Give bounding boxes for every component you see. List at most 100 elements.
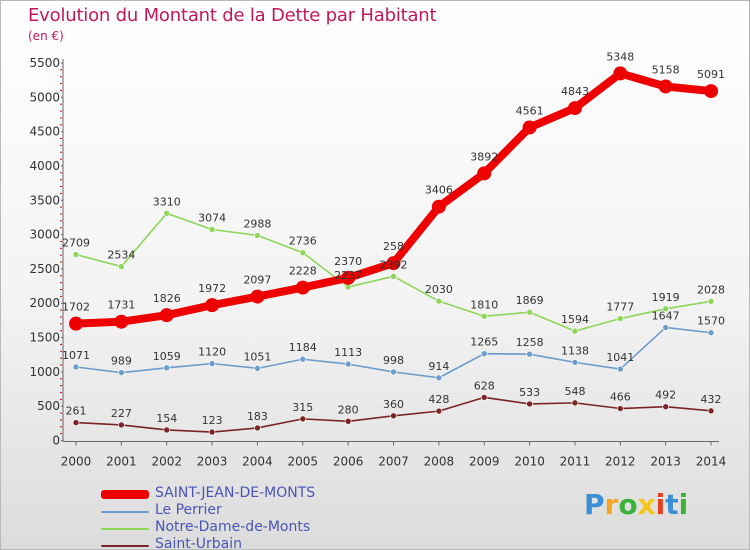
- data-point: [254, 365, 261, 372]
- data-point: [567, 101, 582, 116]
- data-label: 1972: [198, 282, 226, 295]
- y-tick-label: 3500: [29, 193, 60, 207]
- data-label: 998: [383, 354, 404, 367]
- data-label: 1919: [652, 291, 680, 304]
- data-label: 3074: [198, 212, 226, 225]
- data-label: 1059: [153, 350, 181, 363]
- logo-letter: i: [678, 488, 689, 521]
- data-point: [344, 360, 352, 368]
- data-point: [208, 428, 216, 436]
- x-tick-label: 2004: [242, 455, 273, 469]
- data-point: [435, 374, 443, 382]
- x-tick-label: 2010: [514, 455, 545, 469]
- x-tick-label: 2013: [650, 455, 681, 469]
- data-label: 154: [156, 412, 177, 425]
- data-point: [613, 66, 628, 81]
- x-tick-label: 2011: [560, 455, 591, 469]
- data-label: 315: [292, 401, 313, 414]
- data-point: [205, 298, 220, 313]
- data-label: 4561: [516, 104, 544, 117]
- data-label: 1265: [470, 336, 498, 349]
- x-tick-label: 2001: [106, 455, 137, 469]
- data-label: 258: [383, 240, 404, 253]
- data-label: 183: [247, 410, 268, 423]
- legend-swatch: [101, 528, 149, 530]
- data-label: 1777: [606, 301, 634, 314]
- data-label: 1869: [516, 294, 544, 307]
- data-point: [522, 120, 537, 135]
- legend-swatch: [101, 490, 149, 499]
- x-tick-label: 2005: [288, 455, 319, 469]
- data-label: 4843: [561, 85, 589, 98]
- data-point: [480, 312, 488, 320]
- data-label: 989: [111, 355, 132, 368]
- data-point: [114, 314, 129, 329]
- data-point: [386, 256, 401, 271]
- y-tick-label: 2000: [29, 296, 60, 310]
- data-point: [118, 263, 125, 270]
- data-label: 1184: [289, 341, 317, 354]
- data-point: [254, 232, 261, 239]
- legend-label: Saint-Urbain: [155, 536, 243, 550]
- logo-letter: x: [637, 488, 656, 521]
- data-point: [295, 280, 310, 295]
- data-label: 2709: [62, 237, 90, 250]
- data-label: 1113: [334, 346, 362, 359]
- data-point: [704, 84, 719, 99]
- data-label: 3310: [153, 195, 181, 208]
- data-point: [72, 419, 80, 426]
- x-tick-label: 2012: [605, 455, 636, 469]
- legend-label: Notre-Dame-de-Monts: [155, 519, 311, 535]
- data-point: [299, 355, 307, 363]
- data-point: [526, 308, 533, 316]
- data-point: [617, 365, 624, 373]
- data-label: 1826: [153, 292, 181, 305]
- x-tick-label: 2007: [378, 455, 409, 469]
- data-point: [571, 359, 579, 366]
- y-tick-label: 1500: [29, 331, 60, 345]
- data-label: 1810: [470, 298, 498, 311]
- data-point: [662, 324, 669, 331]
- data-label: 2370: [334, 255, 362, 268]
- data-label: 1051: [243, 350, 271, 363]
- legend-label: Le Perrier: [155, 502, 222, 518]
- data-label: 5091: [697, 68, 725, 81]
- data-label: 533: [519, 386, 540, 399]
- data-point: [477, 166, 492, 181]
- data-label: 123: [202, 414, 223, 427]
- y-tick-label: 3000: [29, 228, 60, 242]
- data-label: 1594: [561, 313, 589, 326]
- data-point: [431, 199, 446, 214]
- data-point: [254, 424, 261, 432]
- y-tick-label: 2500: [29, 262, 60, 276]
- data-point: [617, 405, 624, 412]
- data-point: [299, 249, 307, 257]
- y-tick-label: 500: [37, 399, 60, 413]
- x-tick-label: 2000: [61, 455, 92, 469]
- data-point: [658, 79, 673, 94]
- data-point: [250, 289, 265, 304]
- data-label: 5158: [652, 63, 680, 76]
- data-point: [159, 308, 174, 323]
- y-tick-label: 5500: [29, 56, 60, 70]
- data-label: 428: [428, 393, 449, 406]
- data-point: [208, 226, 216, 233]
- data-point: [72, 251, 80, 258]
- data-label: 548: [564, 385, 585, 398]
- data-point: [571, 327, 579, 335]
- data-label: 2534: [107, 249, 135, 262]
- data-point: [707, 329, 715, 337]
- x-tick-label: 2002: [151, 455, 182, 469]
- logo-letter: r: [604, 488, 619, 521]
- data-label: 1731: [107, 299, 135, 312]
- data-point: [118, 369, 125, 376]
- data-label: 1570: [697, 315, 725, 328]
- data-point: [163, 210, 171, 217]
- data-label: 1258: [516, 336, 544, 349]
- data-point: [341, 270, 356, 285]
- data-label: 5348: [606, 50, 634, 63]
- data-label: 1138: [561, 344, 589, 357]
- data-point: [435, 407, 443, 415]
- x-tick-label: 2008: [424, 455, 455, 469]
